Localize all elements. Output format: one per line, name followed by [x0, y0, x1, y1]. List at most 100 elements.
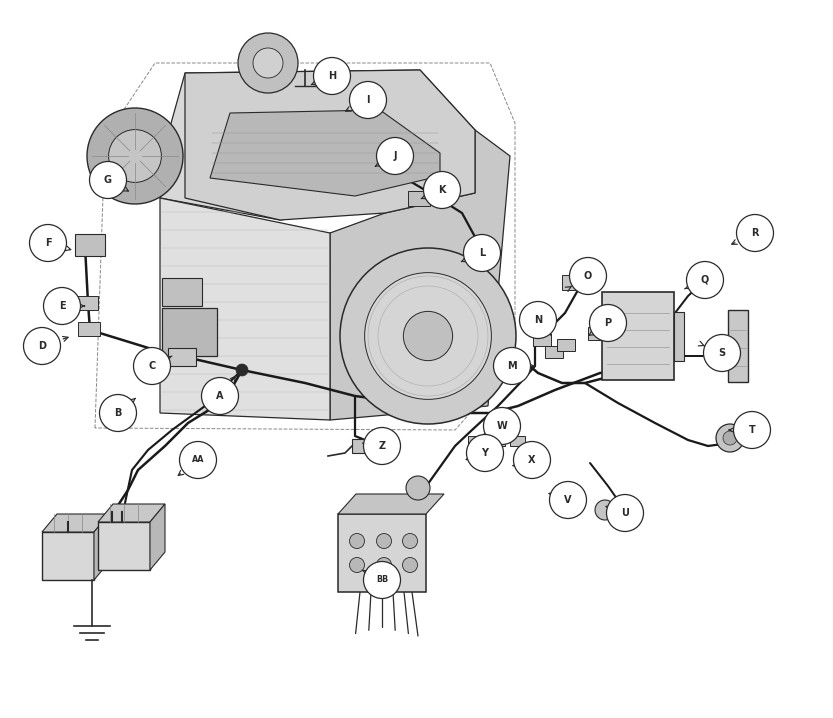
- Text: J: J: [393, 151, 397, 161]
- Circle shape: [704, 335, 741, 371]
- Text: X: X: [528, 455, 536, 465]
- Circle shape: [363, 561, 401, 599]
- Circle shape: [202, 378, 238, 414]
- FancyBboxPatch shape: [468, 436, 483, 446]
- Circle shape: [253, 48, 283, 78]
- Text: Z: Z: [378, 441, 386, 451]
- Polygon shape: [42, 514, 109, 532]
- FancyBboxPatch shape: [562, 275, 584, 290]
- Circle shape: [363, 427, 401, 465]
- Circle shape: [716, 424, 744, 452]
- Circle shape: [406, 476, 430, 500]
- Circle shape: [423, 172, 461, 208]
- Circle shape: [350, 557, 365, 572]
- Circle shape: [550, 482, 586, 518]
- Text: K: K: [438, 185, 446, 195]
- Text: I: I: [367, 95, 370, 105]
- FancyBboxPatch shape: [728, 310, 748, 382]
- Circle shape: [350, 82, 387, 118]
- Text: Q: Q: [701, 275, 709, 285]
- Circle shape: [350, 533, 365, 549]
- Text: F: F: [45, 238, 52, 248]
- Text: O: O: [584, 271, 592, 281]
- Text: AA: AA: [192, 455, 204, 465]
- Circle shape: [736, 215, 774, 251]
- Polygon shape: [150, 504, 165, 570]
- Circle shape: [493, 348, 531, 385]
- Polygon shape: [42, 532, 94, 580]
- Text: M: M: [507, 361, 516, 371]
- Text: U: U: [621, 508, 629, 518]
- Polygon shape: [185, 70, 475, 220]
- Circle shape: [402, 557, 417, 572]
- Circle shape: [723, 431, 737, 445]
- FancyBboxPatch shape: [162, 278, 202, 306]
- Text: B: B: [114, 408, 122, 418]
- Circle shape: [236, 364, 248, 376]
- Circle shape: [463, 235, 501, 271]
- Circle shape: [595, 500, 615, 520]
- Text: G: G: [104, 175, 112, 185]
- Polygon shape: [338, 494, 444, 514]
- Text: P: P: [605, 318, 611, 328]
- Circle shape: [550, 491, 560, 501]
- Polygon shape: [160, 198, 330, 420]
- Circle shape: [133, 348, 171, 385]
- Text: E: E: [58, 301, 65, 311]
- Circle shape: [606, 495, 644, 531]
- Text: BB: BB: [376, 576, 388, 584]
- Circle shape: [340, 248, 516, 424]
- Polygon shape: [330, 130, 510, 420]
- Circle shape: [686, 261, 724, 299]
- Circle shape: [377, 557, 392, 572]
- Text: A: A: [217, 391, 224, 401]
- Text: S: S: [718, 348, 726, 358]
- Circle shape: [466, 434, 503, 472]
- Polygon shape: [160, 70, 475, 220]
- Text: L: L: [479, 248, 485, 258]
- Circle shape: [365, 273, 491, 399]
- Circle shape: [377, 138, 413, 174]
- FancyBboxPatch shape: [510, 436, 525, 446]
- Circle shape: [734, 411, 771, 449]
- Circle shape: [99, 394, 137, 432]
- Circle shape: [23, 327, 61, 365]
- FancyBboxPatch shape: [168, 348, 196, 366]
- Circle shape: [89, 162, 127, 198]
- FancyBboxPatch shape: [338, 514, 426, 592]
- Circle shape: [590, 304, 626, 342]
- Circle shape: [29, 225, 67, 261]
- Polygon shape: [98, 522, 150, 570]
- FancyBboxPatch shape: [78, 296, 98, 310]
- Circle shape: [513, 442, 551, 478]
- Circle shape: [43, 287, 81, 325]
- Polygon shape: [210, 110, 440, 196]
- Text: Y: Y: [481, 448, 488, 458]
- FancyBboxPatch shape: [557, 339, 575, 351]
- FancyBboxPatch shape: [588, 327, 608, 340]
- FancyBboxPatch shape: [352, 439, 374, 453]
- Circle shape: [483, 408, 521, 444]
- FancyBboxPatch shape: [162, 308, 217, 356]
- Circle shape: [570, 258, 606, 294]
- Circle shape: [377, 533, 392, 549]
- Circle shape: [520, 302, 556, 338]
- Circle shape: [403, 312, 452, 360]
- Text: H: H: [328, 71, 336, 81]
- FancyBboxPatch shape: [602, 292, 674, 380]
- FancyBboxPatch shape: [75, 234, 105, 256]
- Text: N: N: [534, 315, 542, 325]
- Circle shape: [313, 57, 351, 95]
- FancyBboxPatch shape: [545, 346, 563, 358]
- Text: W: W: [496, 421, 507, 431]
- Text: T: T: [749, 425, 756, 435]
- Circle shape: [238, 33, 298, 93]
- Circle shape: [179, 442, 217, 478]
- FancyBboxPatch shape: [78, 322, 100, 336]
- Text: C: C: [148, 361, 156, 371]
- Circle shape: [87, 108, 183, 204]
- Text: R: R: [751, 228, 759, 238]
- Text: D: D: [38, 341, 46, 351]
- FancyBboxPatch shape: [533, 334, 551, 346]
- Text: V: V: [564, 495, 571, 505]
